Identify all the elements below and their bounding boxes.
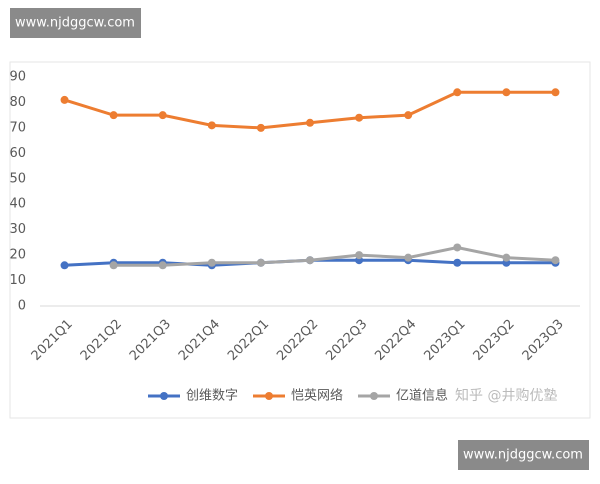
y-tick-label: 20 [9, 248, 26, 263]
point [551, 88, 560, 97]
y-tick-label: 0 [18, 299, 26, 314]
point [60, 95, 69, 104]
legend-label: 亿道信息 [396, 388, 448, 404]
watermark-box [458, 440, 589, 470]
point [502, 88, 511, 97]
legend-marker [265, 392, 273, 400]
watermark: www.njdggcw.com [463, 448, 583, 463]
point [355, 113, 364, 122]
point [453, 243, 462, 252]
legend-label: 创维数字 [186, 389, 238, 404]
series-line [113, 245, 556, 267]
y-tick-label: 30 [9, 222, 26, 237]
point [256, 123, 265, 132]
watermark: www.njdggcw.com [15, 16, 135, 31]
legend-label: 恺英网络 [291, 388, 343, 404]
point [453, 258, 462, 267]
y-tick-label: 90 [9, 70, 26, 85]
point [306, 256, 314, 265]
y-tick-label: 40 [9, 197, 26, 212]
point [158, 111, 167, 120]
point [109, 261, 118, 270]
point [256, 258, 265, 267]
point [453, 88, 462, 97]
source-watermark: 知乎 @井购优塾 [455, 387, 557, 404]
point [158, 261, 167, 270]
y-tick-label: 50 [9, 171, 26, 186]
watermark-box [10, 8, 141, 38]
legend-marker [370, 392, 378, 400]
point [404, 253, 413, 262]
y-tick-label: 10 [9, 273, 26, 288]
point [355, 251, 364, 260]
point [306, 118, 314, 127]
point [404, 111, 413, 120]
point [60, 261, 69, 270]
chart-card [9, 61, 591, 419]
point [109, 111, 118, 120]
point [551, 256, 560, 265]
y-tick-label: 70 [9, 120, 26, 135]
point [207, 258, 216, 267]
point [207, 121, 216, 130]
legend-marker [160, 392, 168, 400]
y-tick-label: 80 [9, 95, 26, 110]
y-tick-label: 60 [9, 146, 26, 161]
point [502, 253, 511, 262]
